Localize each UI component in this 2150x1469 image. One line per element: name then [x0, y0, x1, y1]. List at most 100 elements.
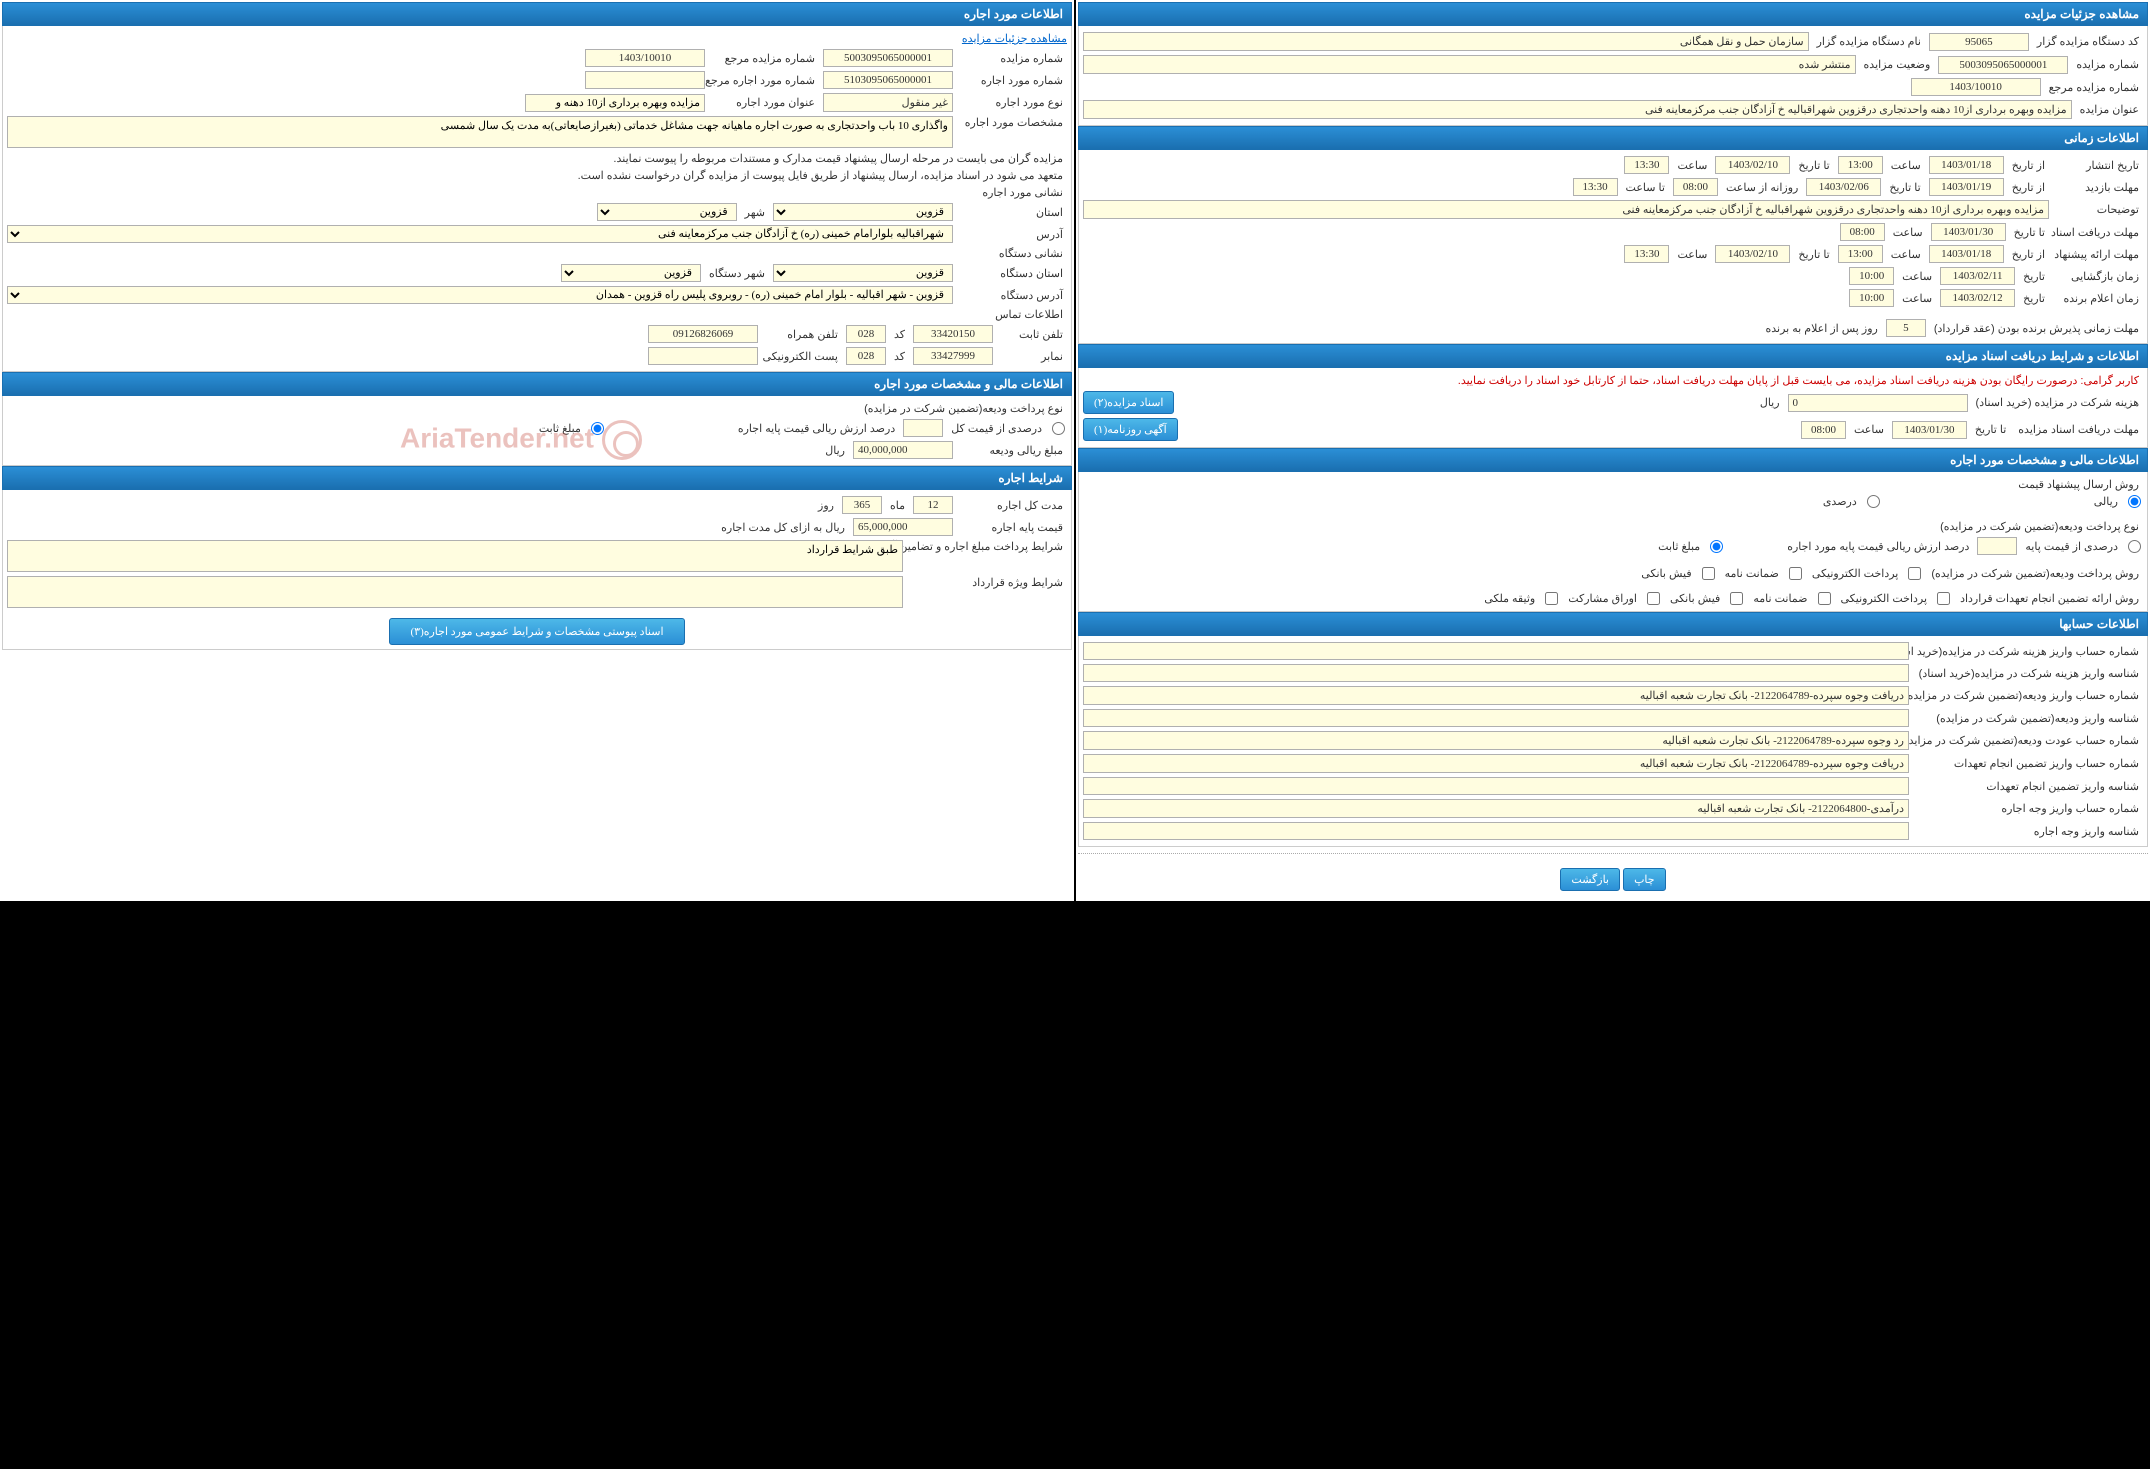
- field-status: منتشر شده: [1083, 55, 1856, 74]
- select-org-province[interactable]: قزوین: [773, 264, 953, 282]
- select-org-city[interactable]: قزوین: [561, 264, 701, 282]
- label-rent-addr: نشانی مورد اجاره: [978, 186, 1067, 199]
- field-publish-to: 1403/02/10: [1715, 156, 1790, 174]
- label-chk-bank: فیش بانکی: [1637, 567, 1695, 580]
- input-rent-title[interactable]: [525, 94, 705, 112]
- label-open-date: تاریخ: [2019, 270, 2049, 283]
- financial-body: روش ارسال پیشنهاد قیمت ریالی درصدی نوع پ…: [1078, 472, 2148, 612]
- chk-bank[interactable]: [1702, 567, 1715, 580]
- btn-attachments[interactable]: اسناد پیوستی مشخصات و شرایط عمومی مورد ا…: [389, 618, 684, 645]
- radio-l-price-percent[interactable]: [1052, 422, 1065, 435]
- label-total-period: مدت کل اجاره: [957, 499, 1067, 512]
- label-doc-deadline: مهلت دریافت اسناد: [2053, 226, 2143, 239]
- label-winner-date: تاریخ: [2019, 292, 2049, 305]
- radio-fixed[interactable]: [1710, 540, 1723, 553]
- field-open-time: 10:00: [1849, 267, 1894, 285]
- label-acc6: شماره حساب واریز تضمین انجام تعهدات: [1913, 757, 2143, 770]
- chk-guarantee[interactable]: [1789, 567, 1802, 580]
- btn-back[interactable]: بازگشت: [1560, 868, 1620, 891]
- field-rent-ref: [585, 71, 705, 89]
- radio-percent[interactable]: [1867, 495, 1880, 508]
- label-time5: ساعت: [1673, 248, 1711, 261]
- field-rent-type: غیر منقول: [823, 93, 953, 112]
- label-from1: از تاریخ: [2008, 159, 2049, 172]
- label-visit: مهلت بازدید: [2053, 181, 2143, 194]
- label-acc9: شناسه واریز وجه اجاره: [1913, 825, 2143, 838]
- textarea-special-terms[interactable]: [7, 576, 903, 608]
- label-rent-ref: شماره مورد اجاره مرجع: [709, 74, 819, 87]
- select-org-address[interactable]: قزوین - شهر اقبالیه - بلوار امام خمینی (…: [7, 286, 953, 304]
- label-base-percent: درصد ارزش ریالی قیمت پایه مورد اجاره: [1783, 540, 1973, 553]
- select-city[interactable]: قزوین: [597, 203, 737, 221]
- divider: [1078, 853, 2148, 854]
- label-contact: اطلاعات تماس: [991, 308, 1067, 321]
- label-accept-after: روز پس از اعلام به برنده: [1761, 322, 1881, 335]
- label-opt-rial: ریالی: [2090, 495, 2122, 508]
- field-rent-no: 5103095065000001: [823, 71, 953, 89]
- label-rent-title: عنوان مورد اجاره: [709, 96, 819, 109]
- label-from2: از تاریخ: [2008, 181, 2049, 194]
- label-address: آدرس: [957, 228, 1067, 241]
- field-desc: مزایده وبهره برداری از10 دهنه واحدتجاری …: [1083, 200, 2049, 219]
- chk-guarantee2[interactable]: [1818, 592, 1831, 605]
- field-title: مزایده وبهره برداری از10 دهنه واحدتجاری …: [1083, 100, 2072, 119]
- field-winner-date: 1403/02/12: [1940, 289, 2015, 307]
- chk-pledge[interactable]: [1545, 592, 1558, 605]
- header-accounts: اطلاعات حسابها: [1078, 612, 2148, 636]
- field-code2: 028: [846, 347, 886, 365]
- textarea-rent-spec[interactable]: واگذاری 10 باب واحدتجاری به صورت اجاره م…: [7, 116, 953, 148]
- label-chk-pledge: وثیقه ملکی: [1480, 592, 1539, 605]
- input-base-percent[interactable]: [1977, 537, 2017, 555]
- label-chk-guarantee: ضمانت نامه: [1721, 567, 1783, 580]
- field-doc2-to: 1403/01/30: [1892, 421, 1967, 439]
- accounts-body: شماره حساب واریز هزینه شرکت در مزایده(خر…: [1078, 636, 2148, 847]
- input-l-base-percent[interactable]: [903, 419, 943, 437]
- label-title: عنوان مزایده: [2076, 103, 2143, 116]
- label-publish: تاریخ انتشار: [2053, 159, 2143, 172]
- field-visit-to: 1403/02/06: [1806, 178, 1881, 196]
- link-view-details[interactable]: مشاهده جزئیات مزایده: [962, 32, 1067, 45]
- label-time4: ساعت: [1887, 248, 1925, 261]
- radio-rial[interactable]: [2128, 495, 2141, 508]
- btn-daily-ad[interactable]: آگهی روزنامه(١): [1083, 418, 1178, 441]
- label-time1: ساعت: [1887, 159, 1925, 172]
- label-fax: نمابر: [997, 350, 1067, 363]
- label-daily-from: روزانه از ساعت: [1722, 181, 1802, 194]
- field-fax: 33427999: [913, 347, 993, 365]
- field-offer-t1: 13:00: [1838, 245, 1883, 263]
- label-months: ماه: [886, 499, 909, 512]
- field-mobile: 09126826069: [648, 325, 758, 343]
- label-to2: تا تاریخ: [1885, 181, 1924, 194]
- field-offer-t2: 13:30: [1624, 245, 1669, 263]
- header-auction-details: مشاهده جزئیات مزایده: [1078, 2, 2148, 26]
- btn-print[interactable]: چاپ: [1623, 868, 1666, 891]
- label-status: وضعیت مزایده: [1860, 58, 1935, 71]
- field-days: 365: [842, 496, 882, 514]
- chk-bonds[interactable]: [1647, 592, 1660, 605]
- field-acc9: [1083, 822, 1909, 840]
- label-auction-no: شماره مزایده: [2072, 58, 2143, 71]
- btn-auction-docs[interactable]: اسناد مزایده(٢): [1083, 391, 1174, 414]
- chk-epay2[interactable]: [1937, 592, 1950, 605]
- chk-bank2[interactable]: [1730, 592, 1743, 605]
- field-deposit-amount: 40,000,000: [853, 441, 953, 459]
- field-visit-t1: 08:00: [1673, 178, 1718, 196]
- label-l-base-percent: درصد ارزش ریالی قیمت پایه اجاره: [734, 422, 899, 435]
- field-auction-no: 5003095065000001: [1938, 56, 2068, 74]
- label-from3: از تاریخ: [2008, 248, 2049, 261]
- note1: مزایده گران می بایست در مرحله ارسال پیشن…: [7, 150, 1067, 167]
- label-l-deposit-type: نوع پرداخت ودیعه(تضمین شرکت در مزایده): [860, 402, 1067, 415]
- select-province[interactable]: قزوین: [773, 203, 953, 221]
- label-to-time: تا ساعت: [1622, 181, 1669, 194]
- chk-epay[interactable]: [1908, 567, 1921, 580]
- label-l-ref-no: شماره مزایده مرجع: [709, 52, 819, 65]
- field-l-ref-no: 1403/10010: [585, 49, 705, 67]
- radio-l-fixed[interactable]: [591, 422, 604, 435]
- field-acc4: [1083, 709, 1909, 727]
- textarea-pay-terms[interactable]: طبق شرایط قرارداد: [7, 540, 903, 572]
- select-address[interactable]: شهراقبالیه بلوارامام خمینی (ره) خ آزادگا…: [7, 225, 953, 243]
- label-org-province: استان دستگاه: [957, 267, 1067, 280]
- field-doc-time: 08:00: [1840, 223, 1885, 241]
- radio-base-percent[interactable]: [2128, 540, 2141, 553]
- field-phone: 33420150: [913, 325, 993, 343]
